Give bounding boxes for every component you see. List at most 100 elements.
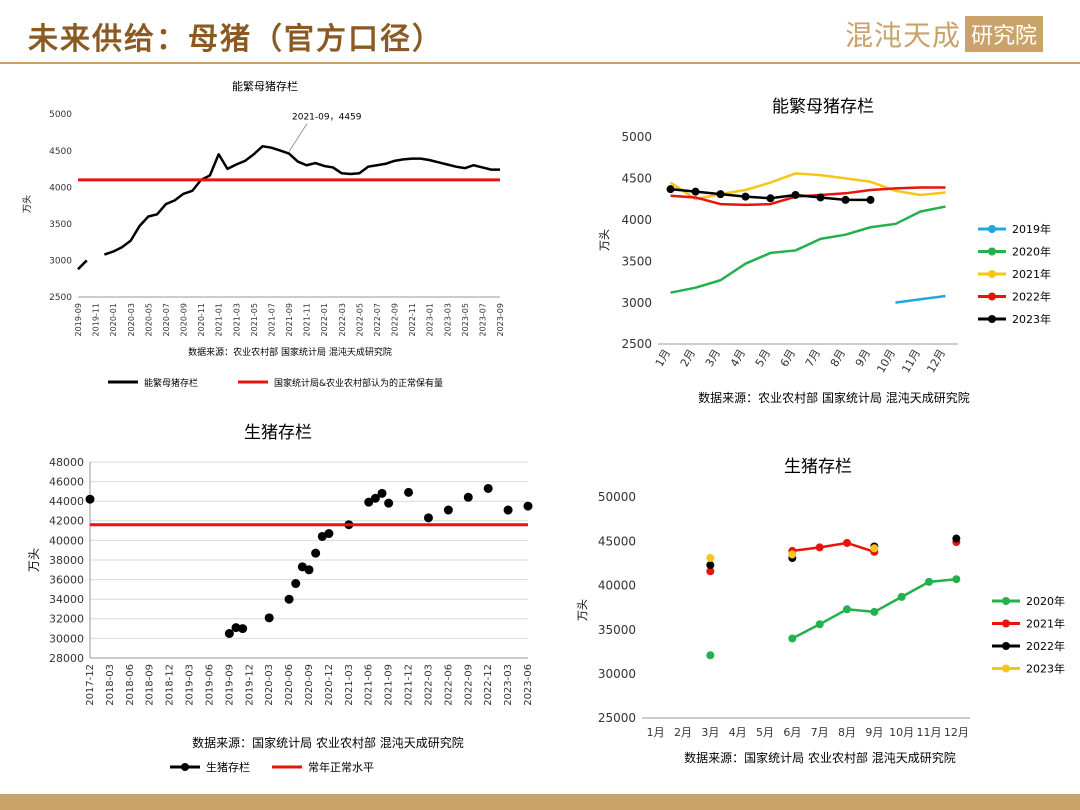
x-tick-label: 2018-09 [145, 664, 156, 706]
brand-box: 研究院 [965, 16, 1044, 52]
y-tick-label: 2500 [49, 293, 72, 303]
legend-marker [181, 763, 189, 771]
y-axis-label: 万头 [27, 548, 41, 572]
x-tick-label: 5月 [756, 726, 774, 739]
y-tick-label: 35000 [598, 623, 636, 637]
x-tick-label: 2021-09 [285, 303, 294, 336]
page-title: 未来供给：母猪（官方口径） [28, 22, 444, 57]
y-tick-label: 36000 [49, 573, 84, 586]
legend-marker [988, 292, 996, 301]
legend-label: 2019年 [1012, 222, 1051, 236]
x-tick-label: 2021-05 [250, 303, 259, 336]
legend-marker [988, 225, 996, 233]
source-note: 数据来源：农业农村部 国家统计局 混沌天成研究院 [698, 390, 970, 405]
series-line [77, 259, 88, 271]
x-tick-label: 10月 [874, 347, 898, 375]
source-note: 数据来源：国家统计局 农业农村部 混沌天成研究院 [192, 735, 464, 750]
legend-marker [988, 247, 996, 256]
x-tick-label: 2021-12 [404, 664, 415, 706]
y-tick-label: 25000 [598, 711, 636, 725]
x-tick-label: 9月 [865, 726, 883, 739]
chart-sow-inventory-timeline: 能繁母猪存栏 2500 3000 3500 4000 4500 5000 万头 2019-09 2… [22, 79, 505, 389]
x-tick-label: 11月 [899, 347, 923, 375]
x-tick-label: 2020-01 [109, 303, 118, 336]
x-tick-label: 2023-03 [503, 664, 514, 706]
x-tick-label: 2022-03 [423, 664, 434, 706]
x-tick-label: 3月 [701, 726, 719, 739]
x-tick-label: 2018-03 [105, 664, 116, 706]
series-line [792, 541, 875, 553]
legend-label: 常年正常水平 [308, 760, 374, 774]
x-tick-label: 2022-11 [408, 303, 417, 336]
data-point [843, 538, 851, 547]
data-point [815, 543, 824, 552]
y-tick-label: 40000 [49, 534, 84, 547]
brand-name: 混沌天成 [845, 19, 962, 52]
x-tick-label: 2021-11 [303, 303, 312, 336]
x-tick-label: 2017-12 [85, 664, 96, 706]
y-tick-label: 5000 [49, 110, 72, 120]
x-tick-label: 2018-12 [165, 664, 176, 706]
x-tick-label: 2019-03 [185, 664, 196, 706]
data-point [224, 629, 234, 638]
footer-bar [0, 794, 1080, 810]
y-tick-label: 3000 [49, 257, 72, 267]
x-tick-label: 8月 [838, 726, 856, 739]
annotation-label: 2021-09，4459 [292, 113, 362, 123]
data-point [463, 492, 473, 502]
x-tick-label: 2020-07 [162, 303, 171, 336]
data-point [815, 620, 824, 629]
x-tick-label: 2019-11 [92, 303, 101, 336]
x-tick-label: 2022-03 [338, 303, 347, 336]
x-tick-label: 5月 [753, 347, 773, 369]
chart-title: 能繁母猪存栏 [772, 97, 874, 117]
y-tick-label: 48000 [49, 456, 84, 469]
x-tick-label: 2021-03 [232, 303, 241, 336]
x-tick-label: 2023-03 [443, 303, 452, 336]
legend-label: 2023年 [1012, 312, 1051, 326]
data-point [870, 607, 879, 616]
chart-title: 生猪存栏 [244, 423, 312, 443]
chart-title: 能繁母猪存栏 [232, 79, 298, 93]
brand-logo: 混沌天成 研究院 [845, 14, 1044, 54]
y-tick-label: 32000 [49, 613, 84, 626]
y-axis-label: 万头 [576, 599, 589, 621]
legend-label: 2023年 [1026, 662, 1065, 676]
data-point [311, 548, 321, 558]
x-tick-label: 2023-07 [478, 303, 487, 336]
x-tick-label: 2021-03 [344, 664, 355, 706]
data-point [706, 651, 715, 660]
x-tick-label: 2020-09 [180, 303, 189, 336]
x-tick-label: 2020-03 [127, 303, 136, 336]
y-axis-label: 万头 [22, 195, 33, 213]
x-tick-label: 8月 [828, 347, 848, 369]
data-point [925, 577, 933, 586]
series-line [670, 205, 946, 294]
x-tick-label: 2020-12 [324, 664, 335, 706]
data-point [766, 194, 775, 203]
legend-label: 国家统计局&农业农村部认为的正常保有量 [274, 377, 443, 389]
data-point [788, 634, 797, 643]
data-point [741, 192, 750, 201]
y-tick-label: 4000 [49, 183, 72, 193]
x-tick-label: 2020-09 [304, 664, 315, 706]
chart-hog-inventory-timeline: 生猪存栏 28000 30000 32000 34000 36000 38000 40000 4… [27, 423, 534, 774]
data-point [324, 529, 334, 539]
data-point [791, 190, 800, 199]
y-tick-label: 50000 [598, 490, 636, 504]
data-point [384, 498, 394, 508]
x-tick-label: 12月 [944, 726, 969, 739]
x-tick-label: 2023-06 [523, 664, 534, 706]
x-tick-label: 2020-11 [197, 303, 206, 336]
y-tick-label: 40000 [598, 579, 636, 593]
x-tick-label: 11月 [917, 726, 942, 739]
legend-label: 2020年 [1026, 594, 1065, 608]
x-tick-label: 6月 [778, 347, 798, 369]
x-tick-label: 2022-01 [320, 303, 329, 336]
data-point [952, 534, 961, 543]
x-tick-label: 2022-06 [443, 664, 454, 706]
x-tick-label: 2月 [674, 726, 692, 739]
legend-label: 2022年 [1026, 639, 1065, 653]
data-point [404, 487, 414, 497]
x-tick-label: 7月 [811, 726, 829, 739]
